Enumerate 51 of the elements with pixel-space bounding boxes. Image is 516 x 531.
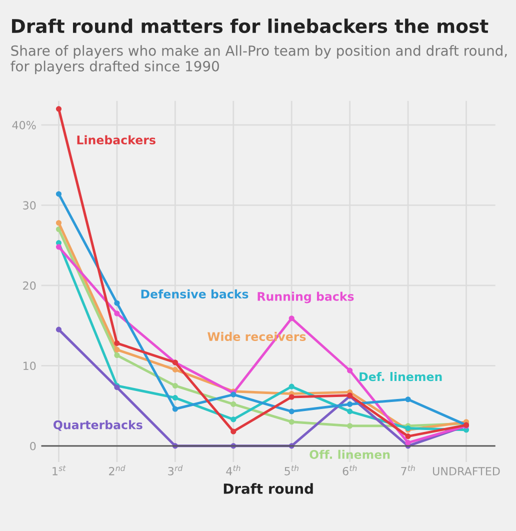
point: [347, 423, 353, 429]
point: [288, 316, 294, 322]
point: [230, 428, 236, 434]
point: [405, 440, 411, 446]
point: [288, 394, 294, 400]
point: [56, 191, 62, 197]
series-label: Quarterbacks: [54, 420, 142, 431]
chart-title: Draft round matters for linebackers the most: [12, 18, 488, 34]
point: [172, 395, 178, 401]
point: [288, 408, 294, 414]
series-label: Linebackers: [77, 135, 156, 144]
point: [56, 220, 62, 226]
x-axis-title: Draft round: [224, 483, 313, 494]
point: [405, 434, 411, 440]
point: [230, 401, 236, 407]
y-tick-label: 10: [24, 362, 36, 370]
y-tick-label: 30: [23, 201, 36, 210]
point: [56, 106, 62, 112]
series-label: Defensive backs: [141, 289, 248, 298]
point: [172, 406, 178, 412]
point: [114, 340, 120, 346]
point: [114, 346, 120, 352]
point: [172, 382, 178, 389]
y-tick-label: 0: [30, 442, 36, 450]
x-tick-label: 4$^{th}$: [226, 465, 240, 476]
point: [114, 300, 120, 306]
point: [56, 244, 62, 250]
point: [172, 366, 178, 372]
point: [56, 326, 62, 332]
x-tick-label: 6$^{th}$: [342, 465, 357, 476]
point: [347, 401, 353, 407]
x-tick-label: 3$^{rd}$: [168, 465, 183, 476]
y-tick-label: 40%: [12, 120, 36, 130]
x-tick-label: 7$^{th}$: [401, 465, 415, 476]
series-label: Running backs: [258, 292, 354, 304]
point: [347, 368, 353, 374]
text: Off. linemen: [310, 450, 390, 459]
point: [114, 310, 120, 316]
x-tick-label: 2$^{nd}$: [109, 465, 126, 476]
point: [347, 408, 353, 414]
point: [405, 396, 411, 402]
point: [288, 419, 294, 425]
x-tick-label: 1$^{st}$: [52, 465, 66, 476]
point: [114, 352, 120, 358]
chart-subtitle: Share of players who make an All-Pro team by position and draft round, for players drafted since 1990: [10, 45, 507, 74]
point: [288, 384, 294, 390]
x-tick-label: 5$^{th}$: [284, 465, 298, 476]
point: [230, 416, 236, 422]
y-tick-label: 20: [23, 281, 36, 290]
x-tick-label: UNDRAFTED: [433, 467, 500, 476]
text: Def. linemen: [360, 372, 442, 382]
